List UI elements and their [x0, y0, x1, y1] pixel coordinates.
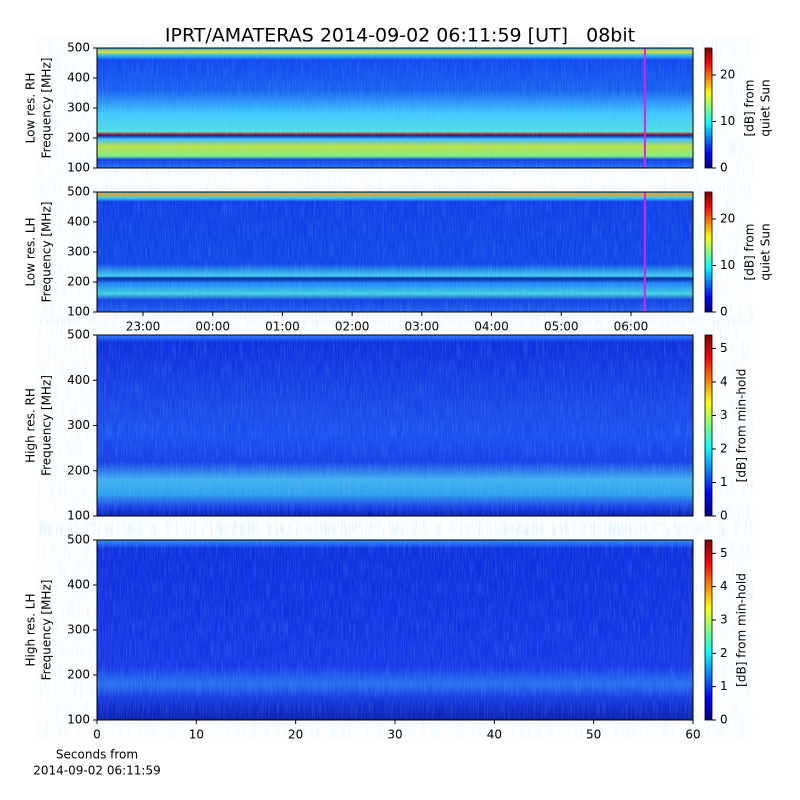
x-axis-label: Seconds from	[56, 748, 138, 762]
x-tick-label: 10	[189, 728, 204, 742]
spectrogram-texture	[97, 540, 693, 720]
x-tick-label: 50	[586, 728, 601, 742]
x-tick-label: 30	[387, 728, 402, 742]
colorbar-label: [dB] from	[743, 80, 757, 137]
y-tick-label: 500	[67, 41, 90, 55]
colorbar-label: quiet Sun	[759, 79, 773, 136]
colorbar-tick-label: 4	[720, 579, 728, 593]
x-tick-label: 01:00	[265, 320, 300, 334]
colorbar-tick-label: 10	[720, 114, 735, 128]
y-tick-label: 400	[67, 373, 90, 387]
colorbar-tick-label: 0	[720, 161, 728, 175]
x-tick-label: 03:00	[405, 320, 440, 334]
spectrogram-texture	[97, 48, 693, 168]
x-axis-label: 2014-09-02 06:11:59	[33, 764, 160, 778]
y-tick-label: 400	[67, 578, 90, 592]
x-tick-label: 23:00	[126, 320, 161, 334]
y-tick-label: 200	[67, 275, 90, 289]
colorbar-tick-label: 2	[720, 441, 728, 455]
x-tick-label: 00:00	[195, 320, 230, 334]
y-tick-label: 100	[67, 713, 90, 727]
y-axis-label: Low res. LH	[24, 217, 38, 286]
colorbar-tick-label: 5	[720, 341, 728, 355]
colorbar-label: [dB] from min-hold	[735, 369, 749, 483]
y-tick-label: 200	[67, 463, 90, 477]
colorbar-tick-label: 4	[720, 374, 728, 388]
colorbar-tick-label: 20	[720, 211, 735, 225]
y-axis-label: High res. LH	[24, 593, 38, 666]
x-tick-label: 60	[685, 728, 700, 742]
y-tick-label: 300	[67, 245, 90, 259]
y-tick-label: 500	[67, 533, 90, 547]
y-tick-label: 400	[67, 71, 90, 85]
colorbar	[704, 334, 713, 517]
y-tick-label: 200	[67, 131, 90, 145]
colorbar-tick-label: 2	[720, 646, 728, 660]
x-tick-label: 04:00	[474, 320, 509, 334]
y-tick-label: 400	[67, 215, 90, 229]
spectrogram-texture	[97, 335, 693, 516]
colorbar-tick-label: 20	[720, 67, 735, 81]
colorbar-tick-label: 3	[720, 408, 728, 422]
figure-title: IPRT/AMATERAS 2014-09-02 06:11:59 [UT] 0…	[165, 25, 635, 47]
colorbar-label: [dB] from	[743, 224, 757, 281]
y-tick-label: 300	[67, 623, 90, 637]
colorbar-tick-label: 0	[720, 305, 728, 319]
y-tick-label: 500	[67, 328, 90, 342]
colorbar	[704, 539, 713, 721]
colorbar-label: quiet Sun	[759, 223, 773, 280]
y-tick-label: 100	[67, 161, 90, 175]
y-tick-label: 300	[67, 101, 90, 115]
x-tick-label: 05:00	[544, 320, 579, 334]
colorbar-tick-label: 3	[720, 613, 728, 627]
colorbar-tick-label: 5	[720, 546, 728, 560]
colorbar-tick-label: 10	[720, 258, 735, 272]
colorbar-tick-label: 0	[720, 509, 728, 523]
y-axis-label: Frequency [MHz]	[40, 202, 54, 303]
colorbar-tick-label: 1	[720, 679, 728, 693]
y-tick-label: 300	[67, 418, 90, 432]
spectrogram-texture	[97, 192, 693, 312]
y-axis-label: Frequency [MHz]	[40, 375, 54, 476]
y-axis-label: Frequency [MHz]	[40, 58, 54, 159]
x-tick-label: 02:00	[335, 320, 370, 334]
colorbar	[704, 191, 713, 313]
y-tick-label: 100	[67, 509, 90, 523]
y-axis-label: High res. RH	[24, 388, 38, 463]
y-tick-label: 100	[67, 305, 90, 319]
y-tick-label: 500	[67, 185, 90, 199]
x-tick-label: 40	[487, 728, 502, 742]
x-tick-label: 06:00	[614, 320, 649, 334]
x-tick-label: 20	[288, 728, 303, 742]
y-axis-label: Frequency [MHz]	[40, 580, 54, 681]
y-tick-label: 200	[67, 668, 90, 682]
x-tick-label: 0	[93, 728, 101, 742]
colorbar-tick-label: 1	[720, 475, 728, 489]
colorbar	[704, 47, 713, 169]
y-axis-label: Low res. RH	[24, 73, 38, 144]
colorbar-tick-label: 0	[720, 713, 728, 727]
colorbar-label: [dB] from min-hold	[735, 573, 749, 687]
